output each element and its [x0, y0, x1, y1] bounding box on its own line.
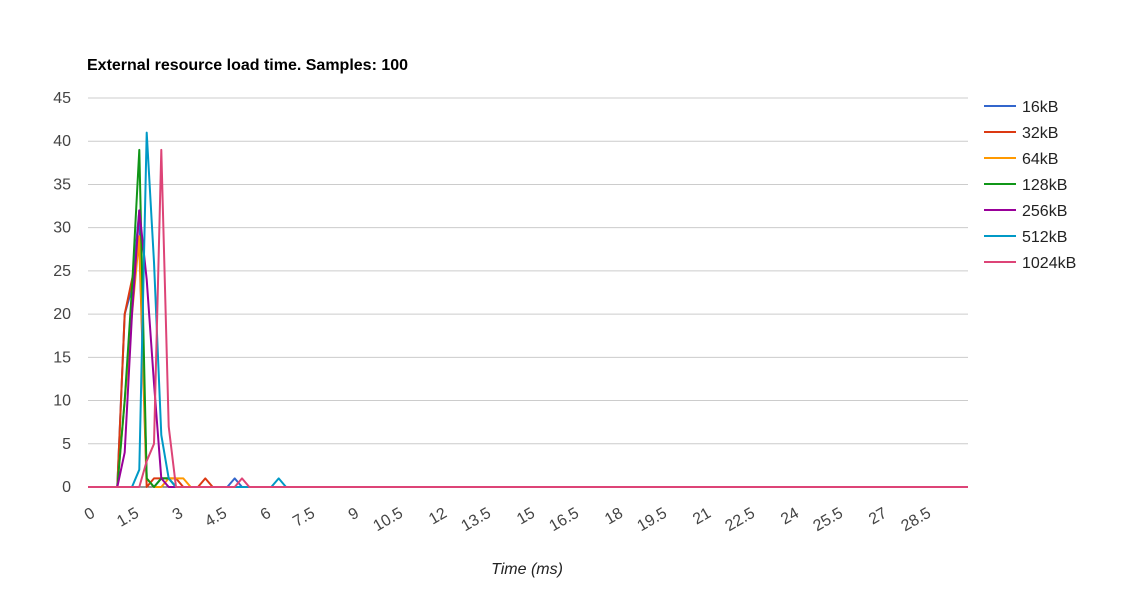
y-tick-label: 5	[62, 436, 71, 453]
gridlines	[88, 97, 968, 488]
y-axis-ticks: 0 5 10 15 20 25 30 35 40 45	[53, 90, 71, 496]
legend-label: 16kB	[1022, 99, 1058, 116]
x-tick-label: 10.5	[371, 505, 407, 535]
legend-label: 64kB	[1022, 151, 1058, 168]
x-tick-label: 15	[514, 505, 538, 529]
x-tick-label: 21	[690, 505, 714, 529]
y-tick-label: 10	[53, 393, 71, 410]
x-tick-label: 27	[866, 505, 890, 529]
legend-label: 512kB	[1022, 229, 1067, 246]
y-tick-label: 25	[53, 263, 71, 280]
series-lines	[88, 131, 968, 488]
x-axis-label: Time (ms)	[491, 561, 563, 578]
series-line-64kB	[88, 235, 968, 488]
series-line-32kB	[88, 244, 968, 488]
legend-label: 128kB	[1022, 177, 1067, 194]
x-tick-label: 18	[602, 505, 626, 529]
x-tick-label: 0	[82, 505, 98, 524]
x-tick-label: 25.5	[811, 505, 847, 535]
x-tick-label: 9	[346, 505, 362, 524]
x-axis-ticks: 0 1.5 3 4.5 6 7.5 9 10.5 12 13.5 15 16.5 18 19.5 21 22.…	[82, 505, 934, 535]
y-tick-label: 15	[53, 349, 71, 366]
x-tick-label: 3	[170, 505, 186, 524]
y-tick-label: 45	[53, 90, 71, 107]
series-line-128kB	[88, 148, 968, 488]
series-line-512kB	[88, 131, 968, 488]
legend-label: 1024kB	[1022, 255, 1076, 272]
x-tick-label: 16.5	[547, 505, 583, 535]
x-tick-label: 1.5	[114, 505, 142, 531]
series-line-256kB	[88, 209, 968, 488]
x-tick-label: 19.5	[635, 505, 671, 535]
x-tick-label: 12	[426, 505, 450, 529]
x-tick-label: 28.5	[899, 505, 935, 535]
legend-label: 32kB	[1022, 125, 1058, 142]
x-tick-label: 13.5	[459, 505, 495, 535]
legend: 16kB 32kB 64kB 128kB 256kB 512kB 1024kB	[984, 99, 1076, 272]
legend-label: 256kB	[1022, 203, 1067, 220]
x-tick-label: 22.5	[723, 505, 759, 535]
y-tick-label: 0	[62, 479, 71, 496]
x-tick-label: 7.5	[290, 505, 318, 531]
y-tick-label: 35	[53, 176, 71, 193]
x-tick-label: 24	[778, 505, 802, 529]
y-tick-label: 20	[53, 306, 71, 323]
x-tick-label: 4.5	[202, 505, 230, 531]
y-tick-label: 40	[53, 133, 71, 150]
series-line-16kB	[88, 209, 968, 488]
chart-title: External resource load time. Samples: 10…	[87, 57, 408, 74]
series-line-1024kB	[88, 148, 968, 488]
x-tick-label: 6	[258, 505, 274, 524]
y-tick-label: 30	[53, 220, 71, 237]
